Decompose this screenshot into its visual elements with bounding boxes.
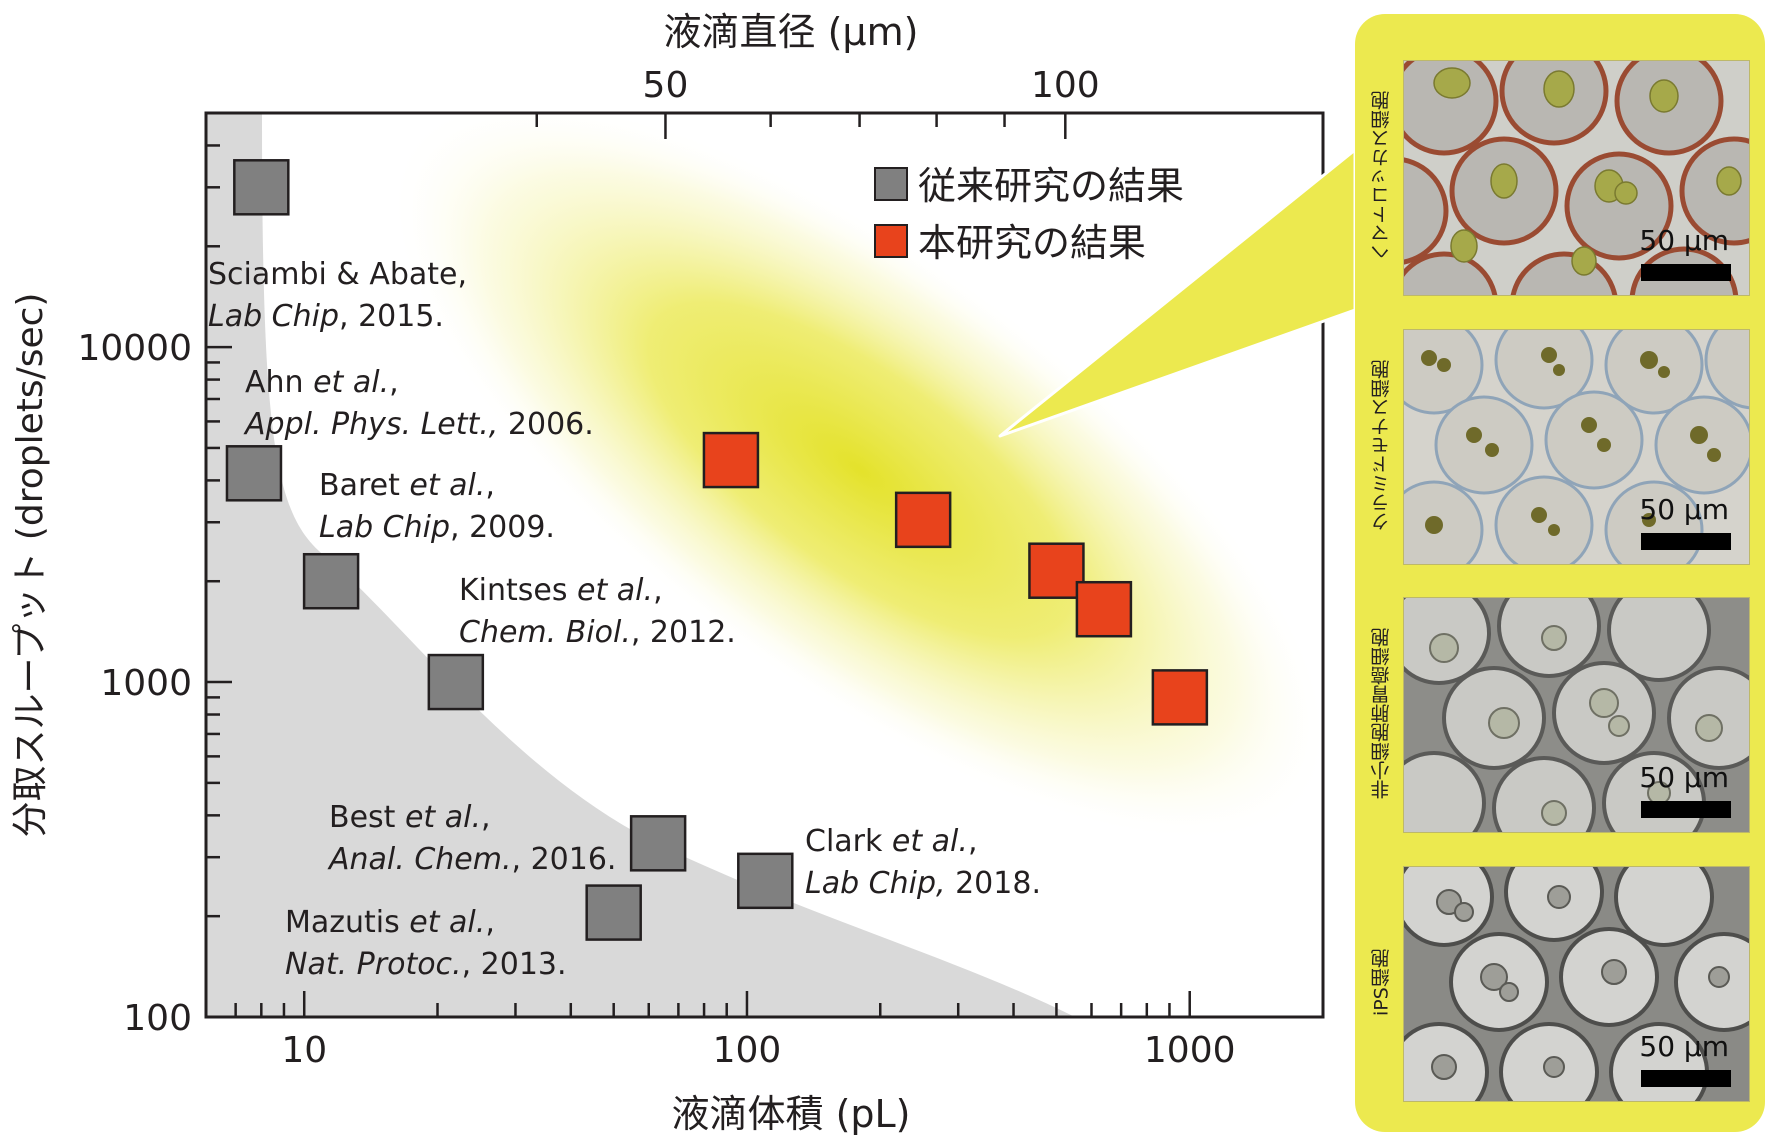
x-tick-label: 100 bbox=[713, 1030, 782, 1071]
scale-bar-4 bbox=[1641, 1070, 1731, 1087]
conventional-point bbox=[585, 884, 642, 941]
axis-tick-labels: 10 100 1000 50 100 100 1000 10000 bbox=[77, 65, 1235, 1071]
axis-ticks bbox=[204, 111, 1325, 1019]
reference-author: Baret et al., bbox=[319, 468, 495, 503]
legend-swatch-conventional bbox=[874, 167, 908, 201]
this-study-point bbox=[1151, 669, 1209, 726]
scale-label-1: 50 μm bbox=[1639, 224, 1729, 257]
reference-author: Best et al., bbox=[329, 800, 491, 835]
image-label-3: 非小細胞肺胃癌細胞 bbox=[1359, 597, 1403, 831]
x-tick-label: 10 bbox=[281, 1030, 327, 1071]
image-label-3-text: 非小細胞肺胃癌細胞 bbox=[1370, 628, 1393, 800]
conventional-point bbox=[427, 653, 485, 711]
scale-label-4: 50 μm bbox=[1639, 1030, 1729, 1063]
reference-labels: Sciambi & Abate, Lab Chip, 2015. Ahn et al… bbox=[208, 257, 1041, 982]
reference-author: Ahn et al., bbox=[245, 365, 399, 400]
yellow-highlight bbox=[389, 113, 1323, 843]
reference-citation: Appl. Phys. Lett., 2006. bbox=[243, 407, 594, 442]
reference-author: Clark et al., bbox=[805, 824, 977, 859]
this-study-point bbox=[894, 491, 952, 549]
scale-bar-2 bbox=[1641, 533, 1731, 550]
x2-axis-label: 液滴直径 (μm) bbox=[664, 10, 919, 54]
reference-author: Mazutis et al., bbox=[285, 905, 495, 940]
micrograph-lung-cancer-cells: 50 μm bbox=[1403, 597, 1750, 833]
x-axis-label: 液滴体積 (pL) bbox=[671, 1092, 910, 1136]
micrograph-chlamydomonas: 50 μm bbox=[1403, 329, 1750, 565]
image-label-4-text: iPS細胞 bbox=[1370, 949, 1393, 1017]
image-label-4: iPS細胞 bbox=[1359, 866, 1403, 1100]
conventional-point bbox=[302, 552, 360, 610]
micrograph-ips-cells: 50 μm bbox=[1403, 866, 1750, 1102]
reference-citation: Anal. Chem., 2016. bbox=[327, 842, 616, 877]
reference-citation: Lab Chip, 2018. bbox=[805, 866, 1041, 901]
legend-swatch-this-study bbox=[874, 224, 908, 258]
scale-bar-3 bbox=[1641, 801, 1731, 818]
legend-label-conventional: 従来研究の結果 bbox=[918, 164, 1184, 208]
micrograph-haematococcus: 50 μm bbox=[1403, 60, 1750, 296]
conventional-point bbox=[225, 445, 283, 502]
reference-citation: Lab Chip, 2009. bbox=[319, 510, 555, 545]
reference-author: Kintses et al., bbox=[459, 573, 663, 608]
this-study-point bbox=[1028, 542, 1085, 599]
x2-tick-label: 100 bbox=[1031, 65, 1100, 106]
x2-tick-label: 50 bbox=[643, 65, 689, 106]
image-label-2-text: クラミドモナス細胞 bbox=[1370, 360, 1393, 532]
image-label-1: ヘマトコッカス細胞 bbox=[1359, 60, 1403, 294]
data-points bbox=[225, 159, 1209, 941]
reference-author: Sciambi & Abate, bbox=[208, 257, 467, 292]
legend-label-this-study: 本研究の結果 bbox=[918, 221, 1146, 265]
legend: 従来研究の結果 本研究の結果 bbox=[874, 164, 1184, 265]
x-tick-label: 1000 bbox=[1144, 1030, 1236, 1071]
y-tick-label: 100 bbox=[123, 998, 192, 1039]
reference-citation: Nat. Protoc., 2013. bbox=[285, 947, 567, 982]
image-label-2: クラミドモナス細胞 bbox=[1359, 329, 1403, 563]
scale-bar-1 bbox=[1641, 264, 1731, 281]
y-tick-label: 10000 bbox=[77, 328, 192, 369]
y-axis-label: 分取スループット (droplets/sec) bbox=[10, 293, 51, 838]
conventional-point bbox=[233, 159, 290, 216]
reference-citation: Chem. Biol., 2012. bbox=[459, 615, 736, 650]
plot-frame bbox=[204, 111, 1325, 1019]
y-tick-label: 1000 bbox=[100, 663, 192, 704]
image-label-1-text: ヘマトコッカス細胞 bbox=[1370, 91, 1393, 263]
this-study-point bbox=[1075, 580, 1133, 638]
reference-citation: Lab Chip, 2015. bbox=[208, 299, 444, 334]
conventional-region bbox=[206, 113, 1075, 1017]
scale-label-3: 50 μm bbox=[1639, 761, 1729, 794]
scale-label-2: 50 μm bbox=[1639, 493, 1729, 526]
this-study-point bbox=[702, 431, 760, 489]
conventional-point bbox=[737, 852, 794, 910]
conventional-point bbox=[629, 815, 687, 872]
